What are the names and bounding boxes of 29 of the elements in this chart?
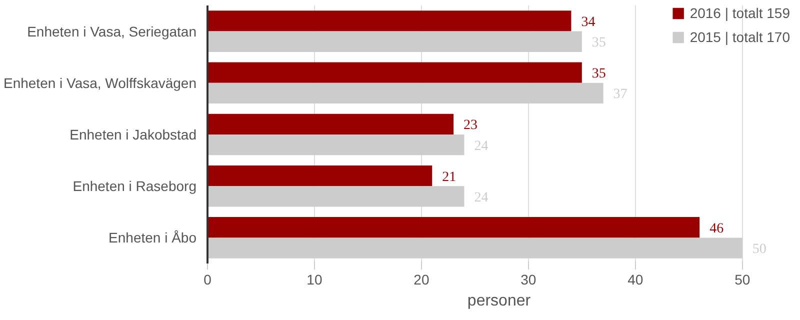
data-label: 21 xyxy=(442,170,456,185)
y-tick-label: Enheten i Åbo xyxy=(108,230,197,246)
data-label: 23 xyxy=(464,118,478,134)
x-tick-label: 50 xyxy=(734,272,750,288)
legend-label: 2016 | totalt 159 xyxy=(690,5,790,21)
data-label: 35 xyxy=(592,66,606,82)
bar xyxy=(208,114,454,134)
y-tick-label: Enheten i Vasa, Wolffskavägen xyxy=(3,74,197,91)
bar xyxy=(208,62,582,83)
bar xyxy=(208,217,700,238)
bar xyxy=(208,238,742,258)
bar xyxy=(208,10,572,32)
bar xyxy=(208,134,464,156)
x-axis-title: personer xyxy=(467,292,532,310)
x-tick-label: 40 xyxy=(628,272,644,288)
x-tick-label: 30 xyxy=(520,272,536,288)
bar xyxy=(208,31,582,52)
x-tick-label: 10 xyxy=(306,272,322,288)
bar xyxy=(208,82,604,104)
x-tick-label: 20 xyxy=(414,272,430,288)
y-tick-label: Enheten i Raseborg xyxy=(72,178,197,194)
data-label: 34 xyxy=(581,14,596,30)
bar xyxy=(208,165,432,186)
x-tick-label: 0 xyxy=(204,272,212,288)
legend-label: 2015 | totalt 170 xyxy=(690,29,790,45)
y-tick-label: Enheten i Jakobstad xyxy=(70,126,197,142)
data-label: 46 xyxy=(710,221,724,236)
y-tick-label: Enheten i Vasa, Seriegatan xyxy=(27,23,197,40)
bar xyxy=(208,186,464,207)
